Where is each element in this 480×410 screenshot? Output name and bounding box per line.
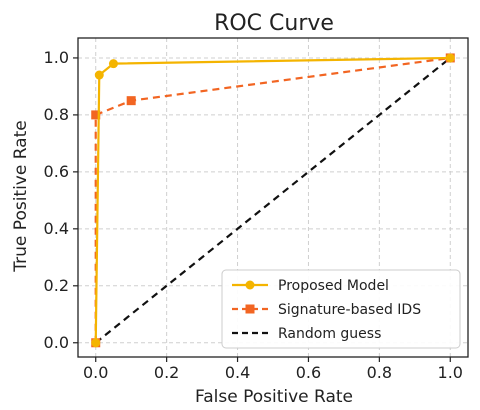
legend: Proposed Model Signature-based IDS Random …: [221, 269, 461, 349]
plot-frame: [77, 37, 469, 358]
legend-marker-signature-based-ids: [245, 304, 255, 314]
data-point-signature-based-ids: [91, 110, 101, 120]
series-line-proposed-model: [94, 56, 451, 343]
chart-title: ROC Curve: [214, 11, 334, 36]
series-layer: [91, 53, 455, 348]
y-tick-label: 0.2: [44, 276, 69, 295]
data-point-signature-based-ids: [126, 96, 136, 106]
legend-box: [221, 269, 461, 349]
series-line-random-guess: [95, 57, 451, 344]
x-tick-label: 0.8: [367, 363, 392, 382]
y-tick-label: 1.0: [44, 48, 69, 67]
legend-label-proposed-model: Proposed Model: [278, 278, 389, 294]
x-tick-label: 0.2: [154, 363, 179, 382]
x-tick-label: 0.0: [83, 363, 108, 382]
legend-label-random-guess: Random guess: [278, 326, 381, 342]
axis-ticks: 0.0 0.2 0.4 0.6 0.8 1.0 0.0 0.2 0.4 0.6 0.8 1.0: [44, 48, 463, 382]
data-point-proposed-model: [94, 70, 104, 80]
x-tick-label: 0.4: [225, 363, 250, 382]
legend-marker-proposed-model: [245, 280, 255, 290]
y-tick-label: 0.0: [44, 333, 69, 352]
x-tick-label: 1.0: [438, 363, 463, 382]
series-line-signature-based-ids: [94, 56, 451, 343]
y-tick-label: 0.6: [44, 162, 69, 181]
x-tick-label: 0.6: [296, 363, 321, 382]
y-axis-label: True Positive Rate: [11, 120, 31, 272]
legend-label-signature-based-ids: Signature-based IDS: [278, 302, 421, 318]
y-tick-label: 0.4: [44, 219, 69, 238]
data-point-proposed-model: [91, 338, 101, 348]
data-point-proposed-model: [445, 53, 455, 63]
y-tick-label: 0.8: [44, 105, 69, 124]
data-point-proposed-model: [108, 59, 118, 69]
x-axis-label: False Positive Rate: [195, 387, 353, 407]
